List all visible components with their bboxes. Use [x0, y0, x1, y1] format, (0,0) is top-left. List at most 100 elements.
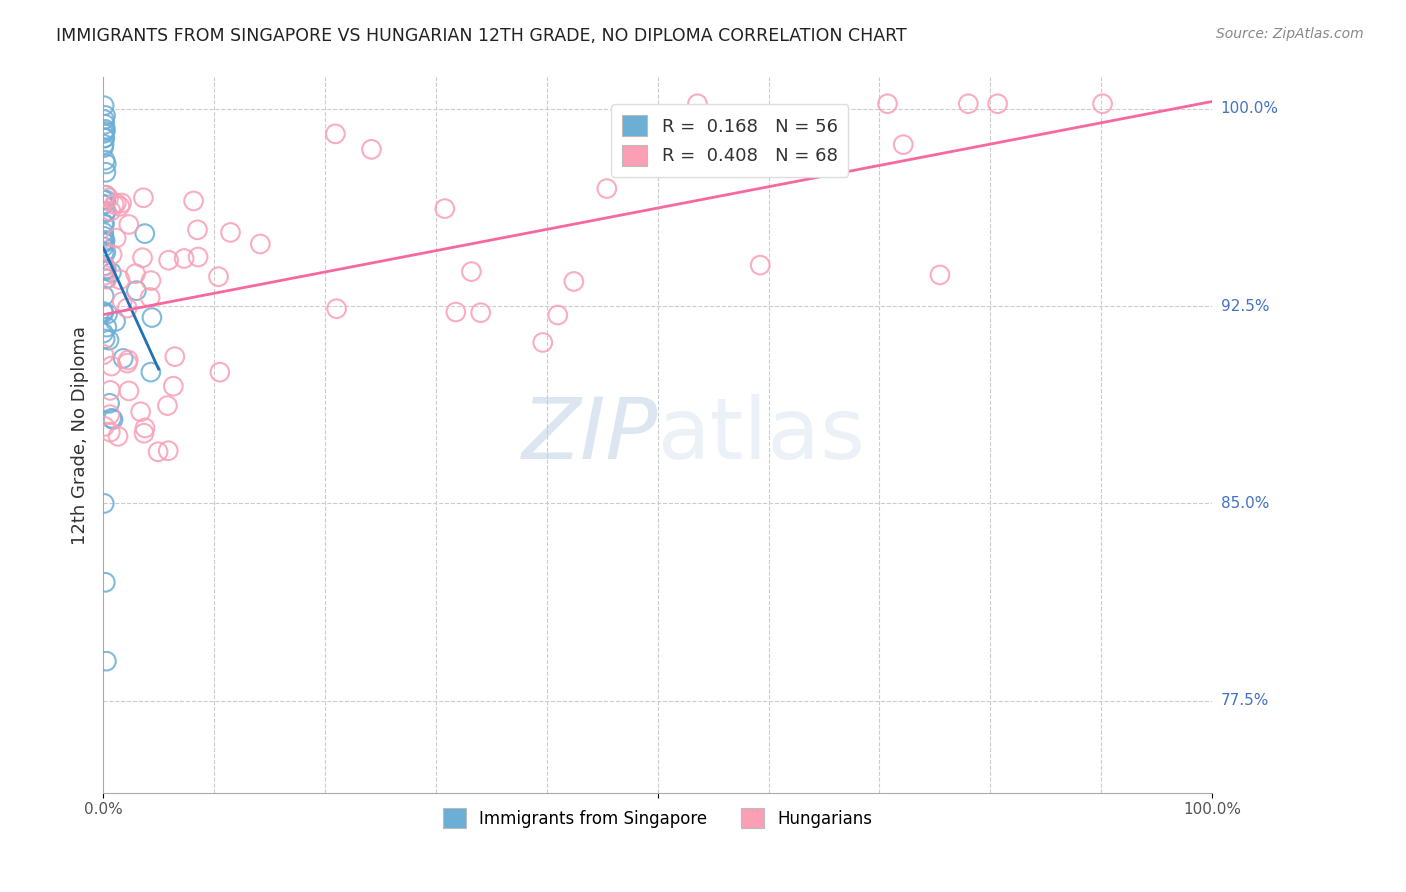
Point: [183, 194, 205, 208]
Point: [91, 198, 114, 212]
Point: [93, 131, 115, 145]
Point: [108, 199, 131, 213]
Point: [96, 320, 118, 334]
Point: [433, 202, 456, 216]
Point: [104, 314, 127, 328]
Point: [96, 654, 118, 668]
Point: [596, 181, 619, 195]
Point: [93, 245, 115, 260]
Point: [98, 425, 121, 439]
Point: [94, 131, 117, 145]
Point: [186, 223, 208, 237]
Point: [105, 231, 128, 245]
Point: [91, 197, 114, 211]
Point: [93, 306, 115, 320]
Point: [360, 142, 382, 156]
Text: IMMIGRANTS FROM SINGAPORE VS HUNGARIAN 12TH GRADE, NO DIPLOMA CORRELATION CHART: IMMIGRANTS FROM SINGAPORE VS HUNGARIAN 1…: [56, 27, 907, 45]
Point: [124, 267, 146, 281]
Point: [93, 217, 115, 231]
Point: [156, 399, 179, 413]
Point: [94, 332, 117, 346]
Point: [208, 365, 231, 379]
Point: [749, 258, 772, 272]
Point: [94, 268, 117, 283]
Text: atlas: atlas: [658, 393, 866, 476]
Point: [101, 247, 124, 261]
Point: [94, 263, 117, 277]
Point: [1091, 96, 1114, 111]
Point: [118, 218, 141, 232]
Point: [93, 217, 115, 231]
Point: [659, 125, 682, 139]
Point: [93, 235, 115, 250]
Point: [460, 264, 482, 278]
Point: [93, 98, 115, 112]
Point: [96, 261, 118, 276]
Point: [94, 233, 117, 247]
Point: [163, 350, 186, 364]
Y-axis label: 12th Grade, No Diploma: 12th Grade, No Diploma: [72, 326, 89, 544]
Point: [94, 108, 117, 122]
Point: [94, 122, 117, 136]
Point: [325, 301, 347, 316]
Point: [134, 227, 156, 241]
Point: [96, 271, 118, 285]
Point: [91, 193, 114, 207]
Point: [162, 379, 184, 393]
Point: [97, 307, 120, 321]
Point: [93, 141, 115, 155]
Point: [97, 191, 120, 205]
Point: [96, 204, 118, 219]
Point: [157, 443, 180, 458]
Point: [146, 444, 169, 458]
Legend: Immigrants from Singapore, Hungarians: Immigrants from Singapore, Hungarians: [436, 802, 879, 834]
Point: [93, 326, 115, 340]
Point: [118, 384, 141, 398]
Point: [93, 419, 115, 434]
Point: [94, 245, 117, 260]
Point: [94, 259, 117, 273]
Point: [187, 250, 209, 264]
Point: [117, 356, 139, 370]
Point: [93, 235, 115, 250]
Point: [132, 426, 155, 441]
Point: [173, 252, 195, 266]
Point: [94, 575, 117, 590]
Point: [94, 153, 117, 168]
Point: [98, 384, 121, 398]
Point: [686, 96, 709, 111]
Point: [93, 226, 115, 240]
Point: [891, 137, 914, 152]
Point: [93, 347, 115, 361]
Point: [929, 268, 952, 282]
Point: [96, 272, 118, 286]
Point: [219, 226, 242, 240]
Point: [94, 206, 117, 220]
Point: [93, 304, 115, 318]
Point: [444, 305, 467, 319]
Point: [93, 496, 115, 510]
Point: [107, 429, 129, 443]
Point: [93, 229, 115, 244]
Point: [249, 237, 271, 252]
Point: [134, 421, 156, 435]
Point: [94, 124, 117, 138]
Point: [94, 188, 117, 202]
Point: [139, 365, 162, 379]
Point: [112, 351, 135, 366]
Point: [325, 127, 347, 141]
Point: [98, 408, 121, 422]
Point: [547, 308, 569, 322]
Point: [131, 251, 153, 265]
Point: [98, 333, 121, 347]
Point: [94, 193, 117, 207]
Point: [139, 290, 162, 304]
Point: [94, 165, 117, 179]
Point: [93, 137, 115, 152]
Point: [115, 301, 138, 315]
Point: [125, 284, 148, 298]
Point: [157, 253, 180, 268]
Text: 100.0%: 100.0%: [1220, 102, 1278, 117]
Point: [129, 405, 152, 419]
Point: [111, 294, 134, 309]
